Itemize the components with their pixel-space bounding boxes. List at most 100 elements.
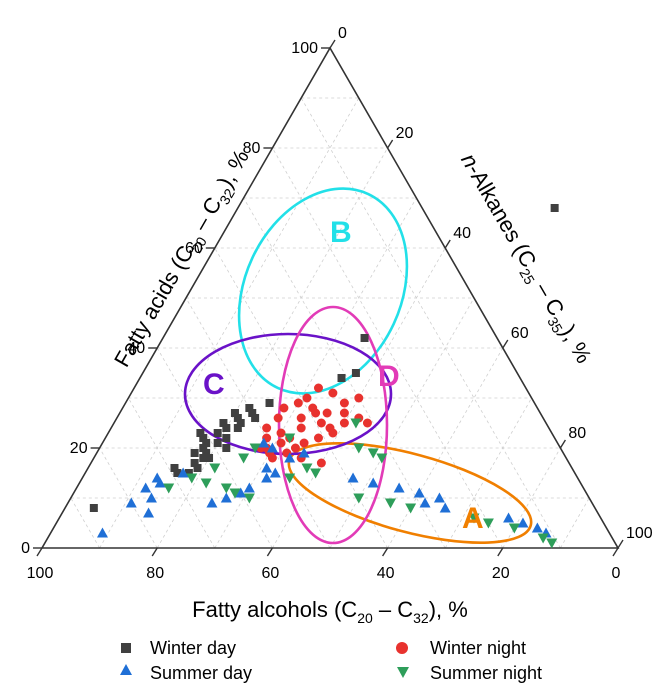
point-summer-day — [393, 482, 405, 493]
grid-line — [502, 447, 561, 549]
point-winter-day — [222, 434, 231, 442]
grid-line — [387, 347, 504, 549]
point-winter-day — [550, 204, 559, 212]
point-winter-day — [205, 454, 214, 462]
point-summer-night — [384, 498, 396, 509]
tick-label-left: 100 — [291, 40, 318, 57]
point-summer-night — [243, 493, 255, 504]
tick-right — [559, 439, 566, 449]
point-summer-night — [301, 463, 313, 474]
point-winter-day — [337, 374, 346, 382]
point-winter-day — [360, 334, 369, 342]
region-labels: A B C D — [203, 216, 484, 535]
legend-label-summer-night: Summer night — [430, 663, 542, 683]
point-summer-night — [508, 523, 520, 534]
point-summer-day — [419, 497, 431, 508]
region-label-d: D — [378, 360, 400, 393]
point-winter-day — [245, 404, 254, 412]
tick-right — [502, 339, 509, 349]
point-summer-night — [468, 513, 480, 524]
point-winter-night — [296, 413, 306, 423]
point-winter-night — [339, 408, 349, 418]
tick-labels: 0 20 40 60 80 100 0 20 40 60 80 100 100 80 60 40 20 0 — [21, 25, 653, 582]
point-winter-day — [199, 434, 208, 442]
point-summer-night — [238, 453, 250, 464]
point-summer-day — [235, 487, 247, 498]
point-summer-day — [503, 512, 515, 523]
tick-label-right: 20 — [396, 125, 414, 142]
tick-label-left: 0 — [21, 540, 30, 557]
point-winter-day — [233, 414, 242, 422]
tick-label-right: 60 — [511, 325, 529, 342]
point-winter-day — [173, 469, 182, 477]
point-winter-night — [293, 398, 303, 408]
tick-label-right: 0 — [338, 25, 347, 42]
point-summer-day — [413, 487, 425, 498]
point-winter-night — [316, 458, 326, 468]
region-ellipse-d — [277, 305, 389, 545]
point-summer-day — [220, 492, 232, 503]
point-winter-night — [276, 428, 286, 438]
point-winter-night — [299, 438, 309, 448]
point-winter-night — [354, 393, 364, 403]
point-winter-night — [322, 408, 332, 418]
point-summer-day — [151, 472, 163, 483]
point-winter-night — [276, 438, 286, 448]
point-winter-day — [196, 429, 205, 437]
tick-label-bottom: 20 — [492, 565, 510, 582]
tick-label-bottom: 80 — [146, 565, 164, 582]
point-summer-night — [482, 518, 494, 529]
point-summer-day — [284, 452, 296, 463]
tick-label-bottom: 40 — [377, 565, 395, 582]
point-winter-day — [233, 424, 242, 432]
region-ellipse-b — [237, 187, 409, 395]
point-winter-night — [339, 418, 349, 428]
point-winter-night — [262, 423, 272, 433]
point-summer-day — [140, 482, 152, 493]
point-winter-day — [222, 424, 231, 432]
point-summer-night — [229, 488, 241, 499]
grid-line — [243, 197, 446, 549]
point-winter-day — [193, 464, 202, 472]
point-winter-night — [328, 388, 338, 398]
tick-bottom — [266, 547, 273, 557]
point-winter-day — [213, 429, 222, 437]
point-summer-day — [269, 467, 281, 478]
legend-marker-winter-night — [396, 642, 408, 654]
region-ellipses — [183, 187, 533, 545]
point-summer-night — [310, 468, 322, 479]
point-summer-night — [186, 473, 198, 484]
point-summer-day — [258, 437, 270, 448]
point-summer-day — [266, 442, 278, 453]
triangle-frame — [40, 46, 620, 549]
legend-label-summer-day: Summer day — [150, 663, 252, 683]
point-summer-day — [261, 462, 273, 473]
grid-line — [444, 397, 532, 549]
grid-line — [70, 497, 100, 549]
point-summer-night — [367, 448, 379, 459]
tick-label-bottom: 60 — [262, 565, 280, 582]
point-winter-night — [362, 418, 372, 428]
point-summer-day — [517, 517, 529, 528]
point-summer-night — [284, 433, 296, 444]
point-winter-day — [265, 399, 274, 407]
tick-right — [329, 39, 336, 49]
region-label-a: A — [462, 502, 484, 535]
tick-bottom — [151, 547, 158, 557]
region-label-b: B — [330, 216, 352, 249]
legend-item-summer-day: Summer day — [120, 663, 252, 683]
point-winter-day — [202, 449, 211, 457]
grid-line — [128, 397, 216, 549]
point-winter-day — [199, 454, 208, 462]
legend-item-winter-day: Winter day — [121, 638, 236, 658]
point-winter-day — [202, 439, 211, 447]
point-winter-day — [230, 409, 239, 417]
region-label-c: C — [203, 368, 225, 401]
legend-marker-winter-day — [121, 643, 131, 653]
point-summer-day — [125, 497, 137, 508]
point-winter-day — [184, 469, 193, 477]
grid-line — [300, 97, 561, 549]
tick-right — [444, 239, 451, 249]
region-ellipse-a — [287, 442, 533, 544]
